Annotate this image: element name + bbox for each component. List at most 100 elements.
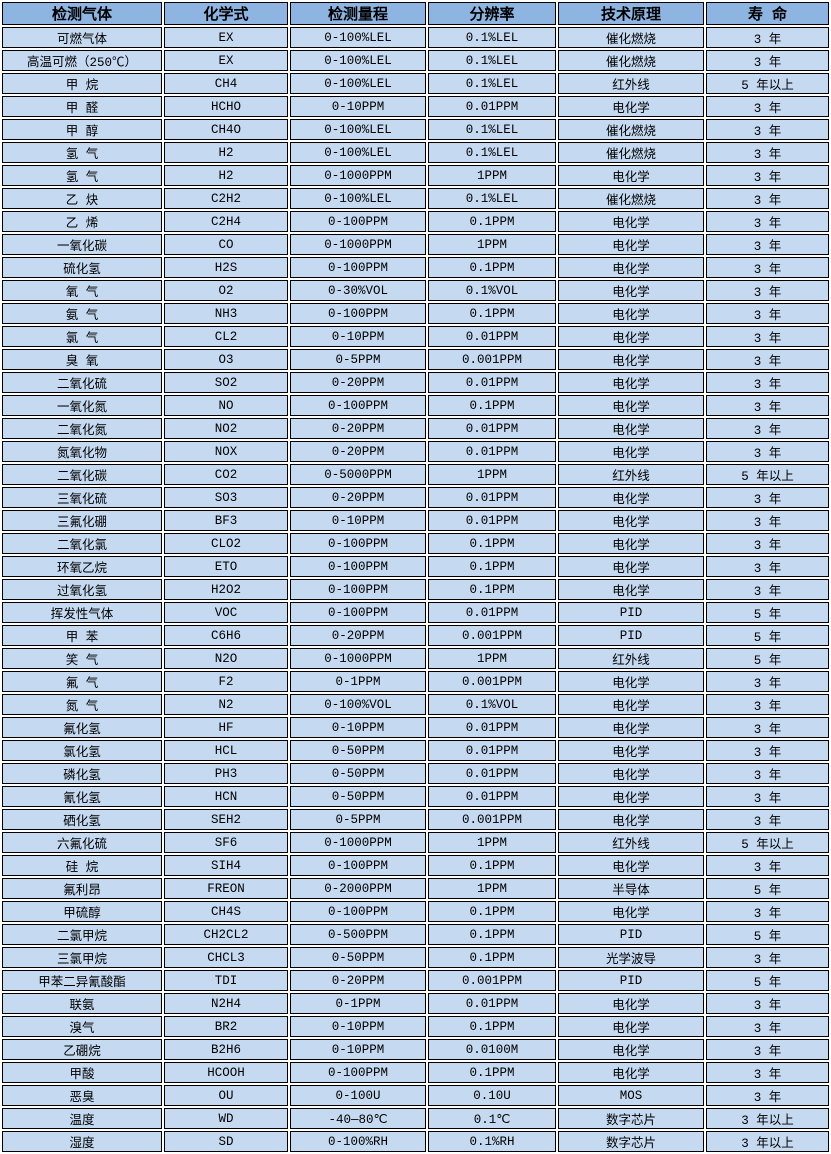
table-row: 乙 烯 C2H4 0-100PPM 0.1PPM 电化学 3 年 — [2, 211, 829, 232]
cell-principle: 催化燃烧 — [558, 27, 704, 48]
cell-range: 0-100PPM — [290, 1062, 426, 1083]
cell-principle: 数字芯片 — [558, 1108, 704, 1129]
cell-gas-name: 溴气 — [2, 1016, 162, 1037]
cell-resolution: 0.1PPM — [428, 947, 556, 968]
cell-formula: OU — [164, 1085, 288, 1106]
cell-gas-name: 甲 烷 — [2, 73, 162, 94]
table-row: 溴气 BR2 0-10PPM 0.1PPM 电化学 3 年 — [2, 1016, 829, 1037]
cell-resolution: 1PPM — [428, 832, 556, 853]
cell-range: 0-100PPM — [290, 556, 426, 577]
cell-lifespan: 3 年 — [706, 763, 829, 784]
cell-lifespan: 5 年以上 — [706, 73, 829, 94]
cell-lifespan: 3 年 — [706, 119, 829, 140]
cell-principle: 电化学 — [558, 993, 704, 1014]
cell-lifespan: 3 年 — [706, 142, 829, 163]
cell-gas-name: 氯 气 — [2, 326, 162, 347]
table-row: 氟化氢 HF 0-10PPM 0.01PPM 电化学 3 年 — [2, 717, 829, 738]
cell-range: -40—80℃ — [290, 1108, 426, 1129]
cell-lifespan: 3 年 — [706, 556, 829, 577]
cell-gas-name: 甲苯二异氰酸酯 — [2, 970, 162, 991]
cell-formula: CH4O — [164, 119, 288, 140]
cell-principle: 红外线 — [558, 832, 704, 853]
table-row: 三氧化硫 SO3 0-20PPM 0.01PPM 电化学 3 年 — [2, 487, 829, 508]
table-row: 高温可燃（250℃） EX 0-100%LEL 0.1%LEL 催化燃烧 3 年 — [2, 50, 829, 71]
cell-gas-name: 氧 气 — [2, 280, 162, 301]
cell-gas-name: 高温可燃（250℃） — [2, 50, 162, 71]
table-row: 湿度 SD 0-100%RH 0.1%RH 数字芯片 3 年以上 — [2, 1131, 829, 1152]
column-header-principle: 技术原理 — [558, 2, 704, 25]
cell-range: 0-30%VOL — [290, 280, 426, 301]
cell-gas-name: 硒化氢 — [2, 809, 162, 830]
cell-resolution: 0.01PPM — [428, 96, 556, 117]
cell-gas-name: 氮 气 — [2, 694, 162, 715]
cell-resolution: 0.10U — [428, 1085, 556, 1106]
cell-resolution: 0.01PPM — [428, 763, 556, 784]
table-row: 氰化氢 HCN 0-50PPM 0.01PPM 电化学 3 年 — [2, 786, 829, 807]
cell-principle: 电化学 — [558, 786, 704, 807]
cell-lifespan: 3 年 — [706, 234, 829, 255]
cell-lifespan: 5 年以上 — [706, 464, 829, 485]
cell-formula: CHCL3 — [164, 947, 288, 968]
cell-principle: 红外线 — [558, 464, 704, 485]
cell-resolution: 0.1%LEL — [428, 142, 556, 163]
table-row: 二氧化硫 SO2 0-20PPM 0.01PPM 电化学 3 年 — [2, 372, 829, 393]
cell-lifespan: 3 年 — [706, 740, 829, 761]
cell-lifespan: 3 年 — [706, 395, 829, 416]
cell-gas-name: 甲酸 — [2, 1062, 162, 1083]
cell-principle: 电化学 — [558, 326, 704, 347]
cell-resolution: 0.1PPM — [428, 556, 556, 577]
column-header-resolution: 分辨率 — [428, 2, 556, 25]
cell-gas-name: 三氟化硼 — [2, 510, 162, 531]
cell-range: 0-50PPM — [290, 763, 426, 784]
cell-principle: 电化学 — [558, 487, 704, 508]
cell-lifespan: 3 年 — [706, 188, 829, 209]
cell-formula: EX — [164, 50, 288, 71]
table-row: 氮 气 N2 0-100%VOL 0.1%VOL 电化学 3 年 — [2, 694, 829, 715]
cell-lifespan: 3 年 — [706, 855, 829, 876]
cell-resolution: 0.1PPM — [428, 303, 556, 324]
cell-lifespan: 3 年 — [706, 901, 829, 922]
cell-resolution: 0.1%LEL — [428, 119, 556, 140]
cell-gas-name: 氟 气 — [2, 671, 162, 692]
table-row: 二氧化氮 NO2 0-20PPM 0.01PPM 电化学 3 年 — [2, 418, 829, 439]
cell-principle: 电化学 — [558, 809, 704, 830]
cell-formula: SF6 — [164, 832, 288, 853]
cell-formula: SD — [164, 1131, 288, 1152]
cell-lifespan: 3 年 — [706, 257, 829, 278]
cell-principle: 电化学 — [558, 303, 704, 324]
cell-range: 0-10PPM — [290, 510, 426, 531]
cell-principle: 催化燃烧 — [558, 119, 704, 140]
cell-range: 0-20PPM — [290, 418, 426, 439]
cell-lifespan: 3 年 — [706, 1085, 829, 1106]
cell-gas-name: 三氯甲烷 — [2, 947, 162, 968]
cell-range: 0-20PPM — [290, 970, 426, 991]
cell-range: 0-100%LEL — [290, 142, 426, 163]
table-row: 恶臭 OU 0-100U 0.10U MOS 3 年 — [2, 1085, 829, 1106]
cell-lifespan: 3 年 — [706, 418, 829, 439]
table-row: 温度 WD -40—80℃ 0.1℃ 数字芯片 3 年以上 — [2, 1108, 829, 1129]
cell-principle: 光学波导 — [558, 947, 704, 968]
cell-principle: 电化学 — [558, 901, 704, 922]
cell-formula: EX — [164, 27, 288, 48]
cell-formula: HCOOH — [164, 1062, 288, 1083]
cell-principle: MOS — [558, 1085, 704, 1106]
cell-formula: F2 — [164, 671, 288, 692]
cell-principle: 催化燃烧 — [558, 188, 704, 209]
table-row: 甲硫醇 CH4S 0-100PPM 0.1PPM 电化学 3 年 — [2, 901, 829, 922]
cell-resolution: 0.0100M — [428, 1039, 556, 1060]
cell-resolution: 0.01PPM — [428, 740, 556, 761]
cell-principle: 催化燃烧 — [558, 142, 704, 163]
cell-gas-name: 氨 气 — [2, 303, 162, 324]
cell-principle: 半导体 — [558, 878, 704, 899]
cell-resolution: 0.1PPM — [428, 257, 556, 278]
cell-gas-name: 二氯甲烷 — [2, 924, 162, 945]
cell-formula: CO2 — [164, 464, 288, 485]
cell-resolution: 0.1PPM — [428, 901, 556, 922]
cell-lifespan: 5 年 — [706, 648, 829, 669]
cell-gas-name: 温度 — [2, 1108, 162, 1129]
cell-resolution: 0.1%LEL — [428, 188, 556, 209]
column-header-lifespan: 寿 命 — [706, 2, 829, 25]
cell-lifespan: 3 年 — [706, 579, 829, 600]
cell-formula: NO — [164, 395, 288, 416]
cell-formula: CH4 — [164, 73, 288, 94]
